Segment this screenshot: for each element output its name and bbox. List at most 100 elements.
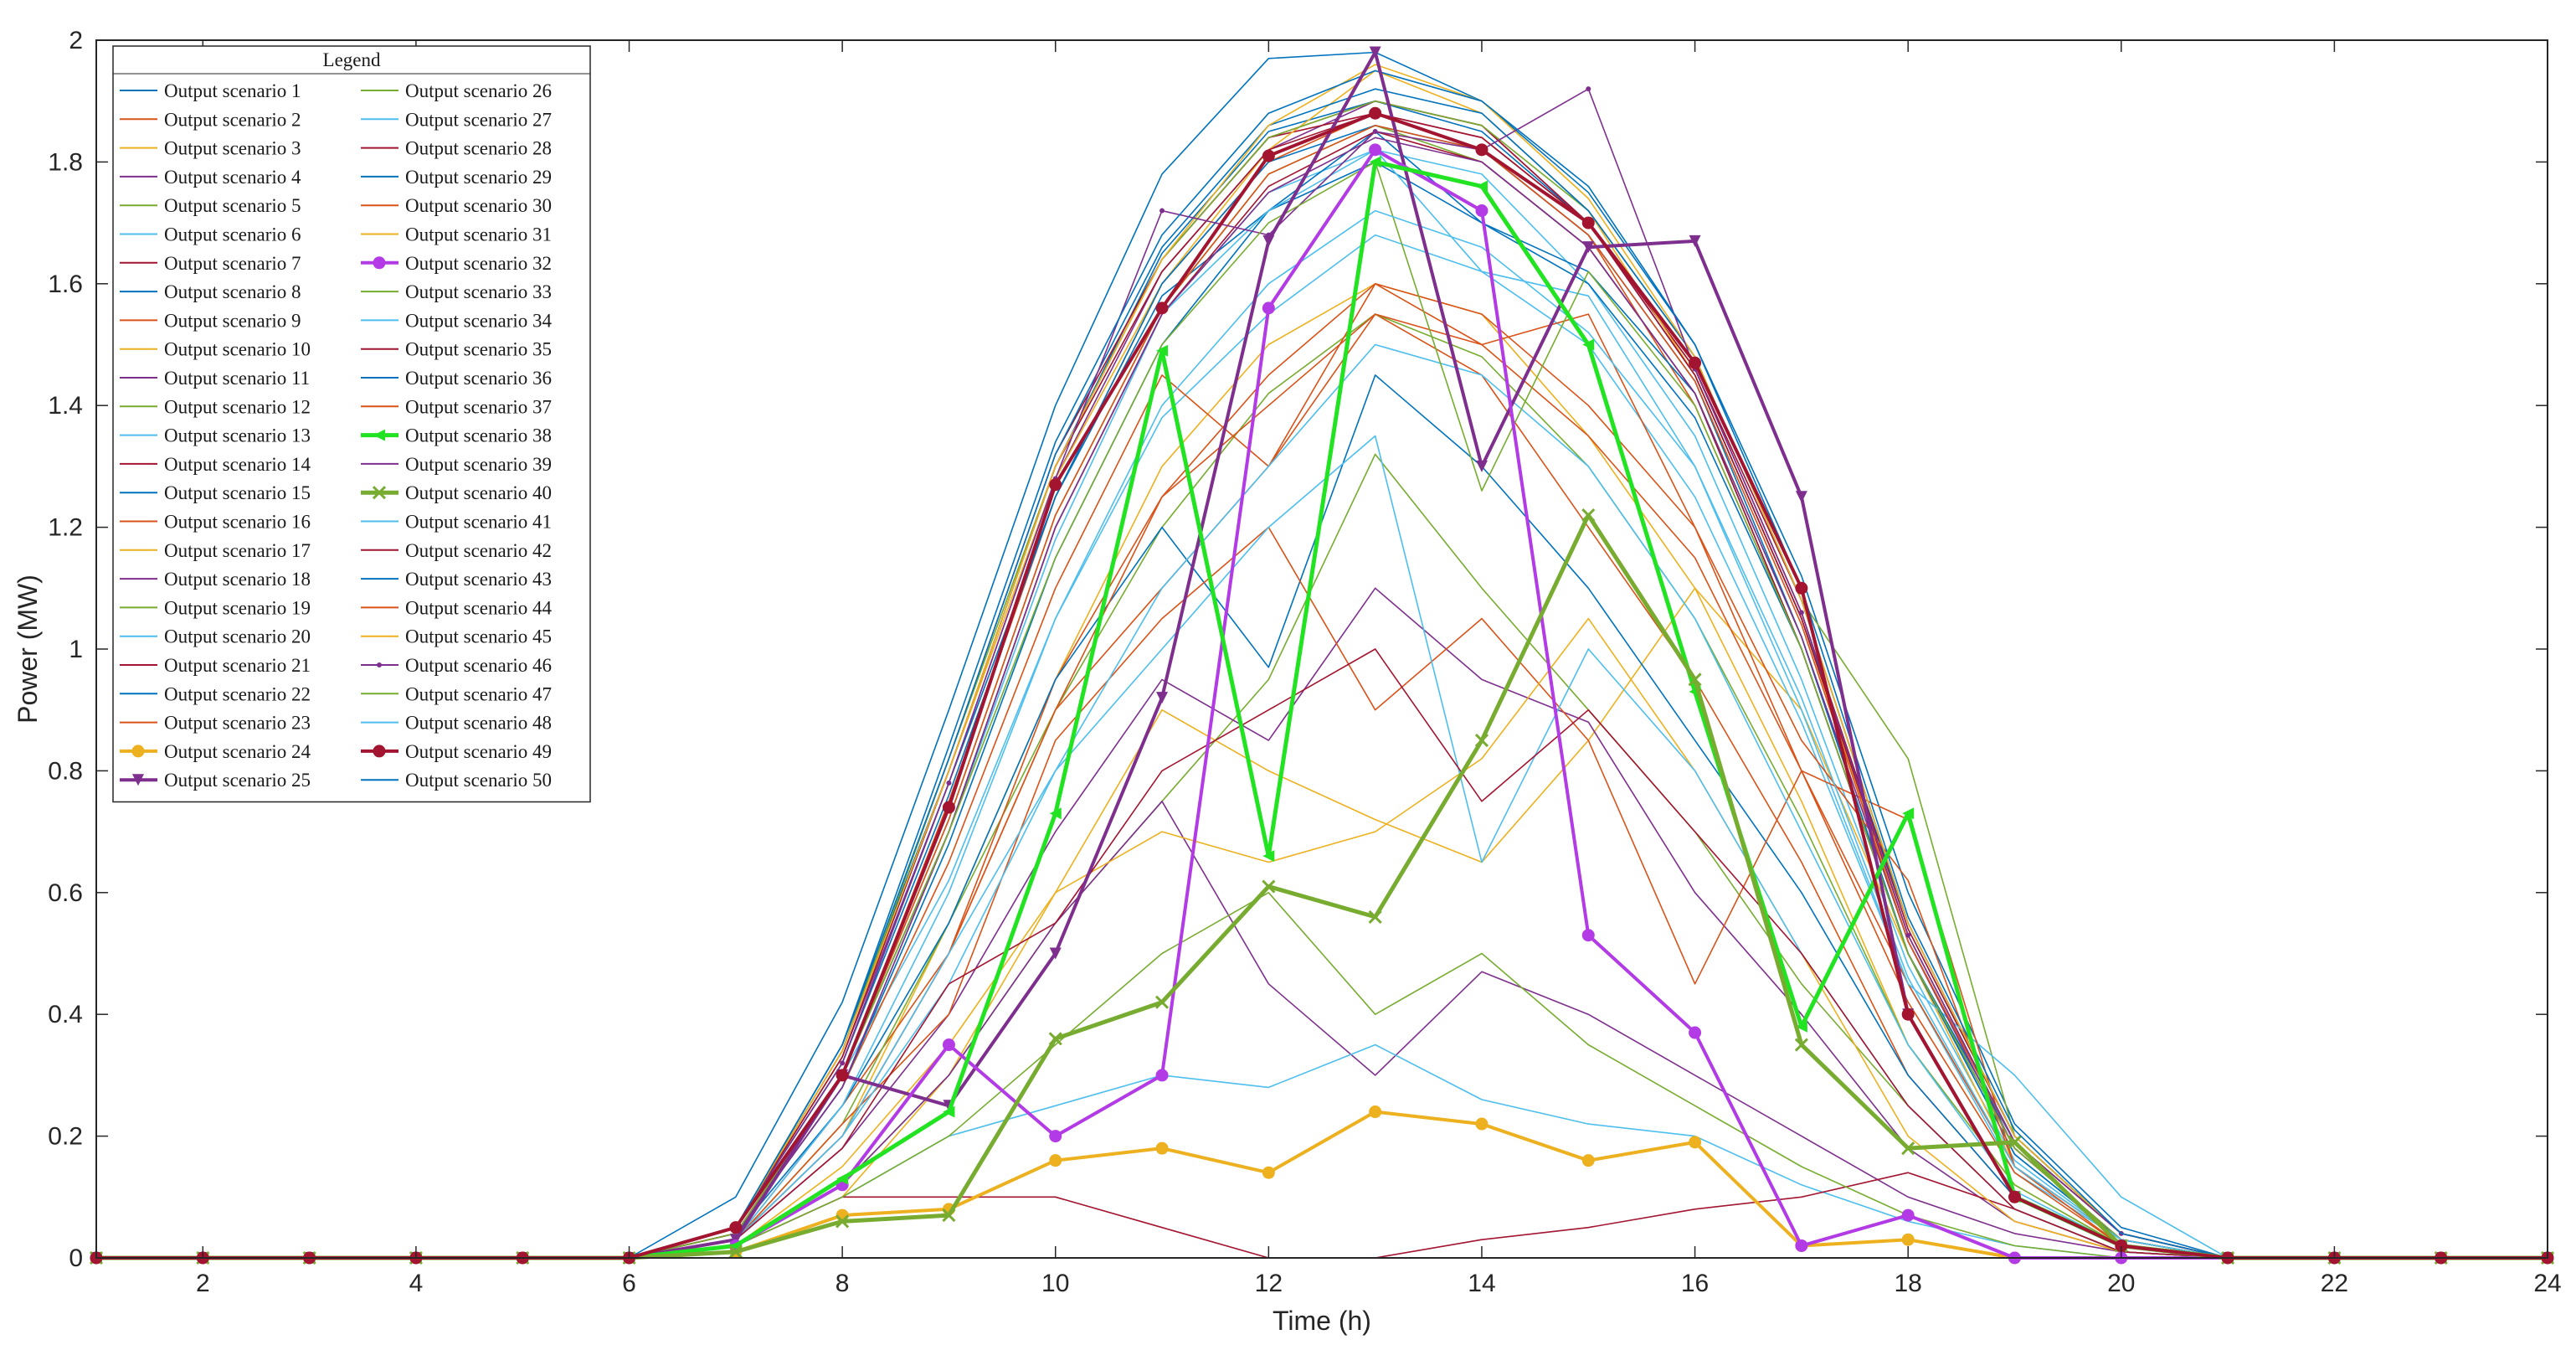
axis-ticks-layer: 2 4 6 8 10 12 14 16 18 20 22 2400.20.40.60.811.21.4… [48,27,2561,1297]
legend-label: Output scenario 3 [164,138,301,159]
y-tick-label: 0 [69,1245,83,1272]
series-marker [1689,234,1701,247]
series-marker [373,745,386,758]
series-marker [728,1245,743,1259]
series-marker [1475,204,1489,218]
series-marker [1901,1141,1915,1156]
legend-label: Output scenario 22 [164,683,311,704]
legend-item: Output scenario 15 [120,482,311,503]
series-marker [1262,301,1275,315]
legend-label: Output scenario 25 [164,770,311,791]
legend-item: Output scenario 21 [120,655,311,676]
legend-item: Output scenario 25 [120,770,311,791]
legend-label: Output scenario 4 [164,167,301,188]
legend-item: Output scenario 20 [120,626,311,647]
legend-item: Output scenario 36 [361,368,552,389]
legend-label: Output scenario 28 [405,138,552,159]
y-tick-label: 0.4 [48,1001,83,1028]
legend-label: Output scenario 34 [405,310,553,331]
series-line [96,1044,2548,1259]
series-line [96,1172,2548,1259]
legend-title: Legend [323,49,381,70]
series-18 [96,800,2548,1259]
legend-label: Output scenario 43 [405,569,552,590]
legend-item: Output scenario 10 [120,339,311,360]
legend-item: Output scenario 3 [120,138,301,159]
x-tick-label: 4 [409,1270,424,1297]
series-marker [1475,143,1489,157]
legend-item: Output scenario 16 [120,512,311,533]
series-marker [1368,910,1382,924]
x-tick-label: 24 [2533,1270,2561,1297]
series-marker [1475,460,1488,472]
x-tick-label: 14 [1468,1270,1495,1297]
series-marker [1369,156,1381,168]
series-marker [942,1038,955,1052]
series-marker [1262,234,1275,247]
legend-label: Output scenario 13 [164,425,311,446]
legend-label: Output scenario 38 [405,425,552,446]
x-tick-label: 6 [622,1270,636,1297]
legend-label: Output scenario 9 [164,310,301,331]
legend-label: Output scenario 30 [405,195,552,216]
legend-item: Output scenario 5 [120,195,301,216]
series-marker [2008,1135,2022,1149]
legend-item: Output scenario 18 [120,569,311,590]
legend-item: Output scenario 49 [361,741,552,762]
legend-item: Output scenario 23 [120,713,311,734]
series-marker [1369,106,1382,120]
legend-label: Output scenario 46 [405,655,552,676]
series-33 [96,892,2548,1259]
legend-item: Output scenario 50 [361,770,552,791]
series-marker [1156,692,1169,704]
series-marker [1581,216,1595,229]
legend-item: Output scenario 26 [361,80,552,101]
series-20 [96,1044,2548,1259]
series-marker [1474,733,1489,748]
legend-label: Output scenario 32 [405,253,552,274]
x-tick-label: 18 [1894,1270,1921,1297]
series-marker [1795,1239,1808,1252]
legend-item: Output scenario 38 [361,425,552,446]
x-tick-label: 22 [2321,1270,2348,1297]
series-marker [377,662,382,667]
legend-item: Output scenario 27 [361,109,552,130]
y-tick-label: 1.6 [48,271,83,298]
legend-label: Output scenario 21 [164,655,311,676]
series-line [96,1110,2548,1260]
legend-label: Output scenario 33 [405,281,552,302]
series-marker [1794,1038,1808,1052]
legend-item: Output scenario 43 [361,569,552,590]
legend-item: Output scenario 47 [361,683,552,704]
legend-item: Output scenario 42 [361,540,552,561]
y-tick-label: 0.2 [48,1123,83,1151]
legend-item: Output scenario 29 [361,167,552,188]
legend-item: Output scenario 41 [361,512,552,533]
series-marker [372,486,387,500]
legend-item: Output scenario 46 [361,655,552,676]
legend-item: Output scenario 32 [361,253,552,274]
series-marker [836,1172,849,1185]
x-tick-label: 8 [836,1270,850,1297]
legend-label: Output scenario 15 [164,482,311,503]
series-marker [1582,241,1595,254]
legend-item: Output scenario 14 [120,454,311,475]
series-marker [1155,301,1169,315]
series-24 [90,1105,2554,1265]
legend-label: Output scenario 20 [164,626,311,647]
legend-item: Output scenario 22 [120,683,311,704]
series-marker [1262,879,1276,894]
legend-label: Output scenario 19 [164,597,311,618]
legend-label: Output scenario 29 [405,167,552,188]
series-marker [131,745,145,758]
series-marker [1901,1233,1915,1246]
x-tick-label: 2 [196,1270,210,1297]
legend-label: Output scenario 37 [405,396,552,417]
series-marker [1262,850,1275,863]
x-axis-label: Time (h) [1273,1306,1371,1336]
legend-item: Output scenario 39 [361,454,552,475]
series-marker [1795,1020,1807,1033]
legend-item: Output scenario 35 [361,339,552,360]
series-marker [836,1069,849,1082]
